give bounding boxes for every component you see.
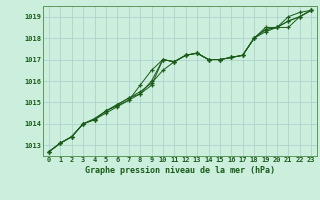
X-axis label: Graphe pression niveau de la mer (hPa): Graphe pression niveau de la mer (hPa) (85, 166, 275, 175)
